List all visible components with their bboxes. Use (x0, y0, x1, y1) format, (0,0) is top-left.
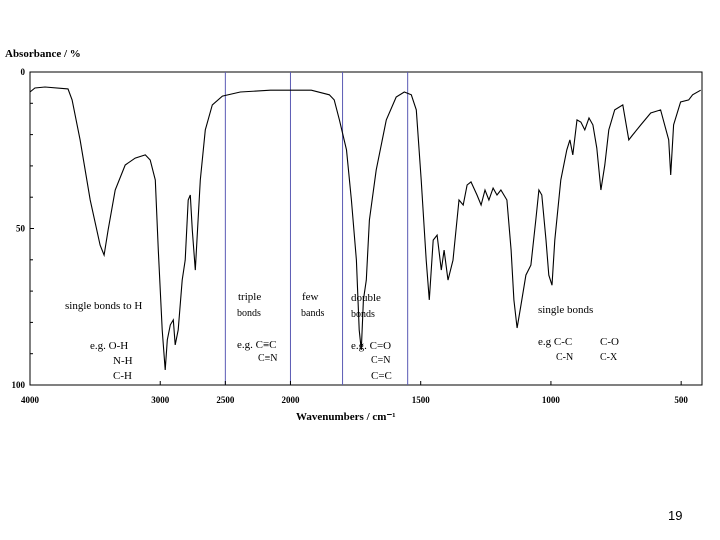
annotation: C=C (371, 370, 392, 382)
annotation: single bonds (538, 304, 593, 316)
annotation: C-X (600, 352, 618, 363)
x-tick-label: 2500 (216, 395, 235, 405)
annotation: bonds (237, 308, 261, 319)
annotation: double (351, 292, 381, 304)
spectrum-line (29, 86, 701, 371)
annotation: C≡N (258, 353, 278, 364)
annotation: triple (238, 291, 261, 303)
annotation: e.g. C=O (351, 340, 391, 352)
annotation: single bonds to H (65, 300, 142, 312)
annotation: e.g. O-H (90, 340, 128, 352)
x-tick-label: 4000 (21, 395, 40, 405)
x-tick-label: 1500 (412, 395, 431, 405)
x-tick-label: 500 (674, 395, 688, 405)
annotation: e.g. C≡C (237, 339, 277, 351)
x-tick-label: 1000 (542, 395, 561, 405)
x-axis-label: Wavenumbers / cm⁻¹ (296, 411, 396, 423)
annotation: N-H (113, 355, 133, 367)
annotation: bands (301, 308, 324, 319)
y-axis-label: Absorbance / % (5, 48, 81, 60)
annotation: C=N (371, 355, 391, 366)
y-tick-label: 50 (16, 224, 26, 234)
y-tick-label: 100 (12, 380, 26, 390)
annotation: C-O (600, 336, 619, 348)
annotations: single bonds to H e.g. O-H N-H C-H tripl… (65, 291, 619, 382)
annotation: e.g C-C (538, 336, 572, 348)
x-tick-label: 3000 (151, 395, 170, 405)
y-tick-label: 0 (21, 67, 26, 77)
annotation: C-H (113, 370, 132, 382)
annotation: C-N (556, 352, 573, 363)
x-tick-label: 2000 (281, 395, 300, 405)
page-number: 19 (668, 508, 682, 523)
annotation: few (302, 291, 319, 303)
